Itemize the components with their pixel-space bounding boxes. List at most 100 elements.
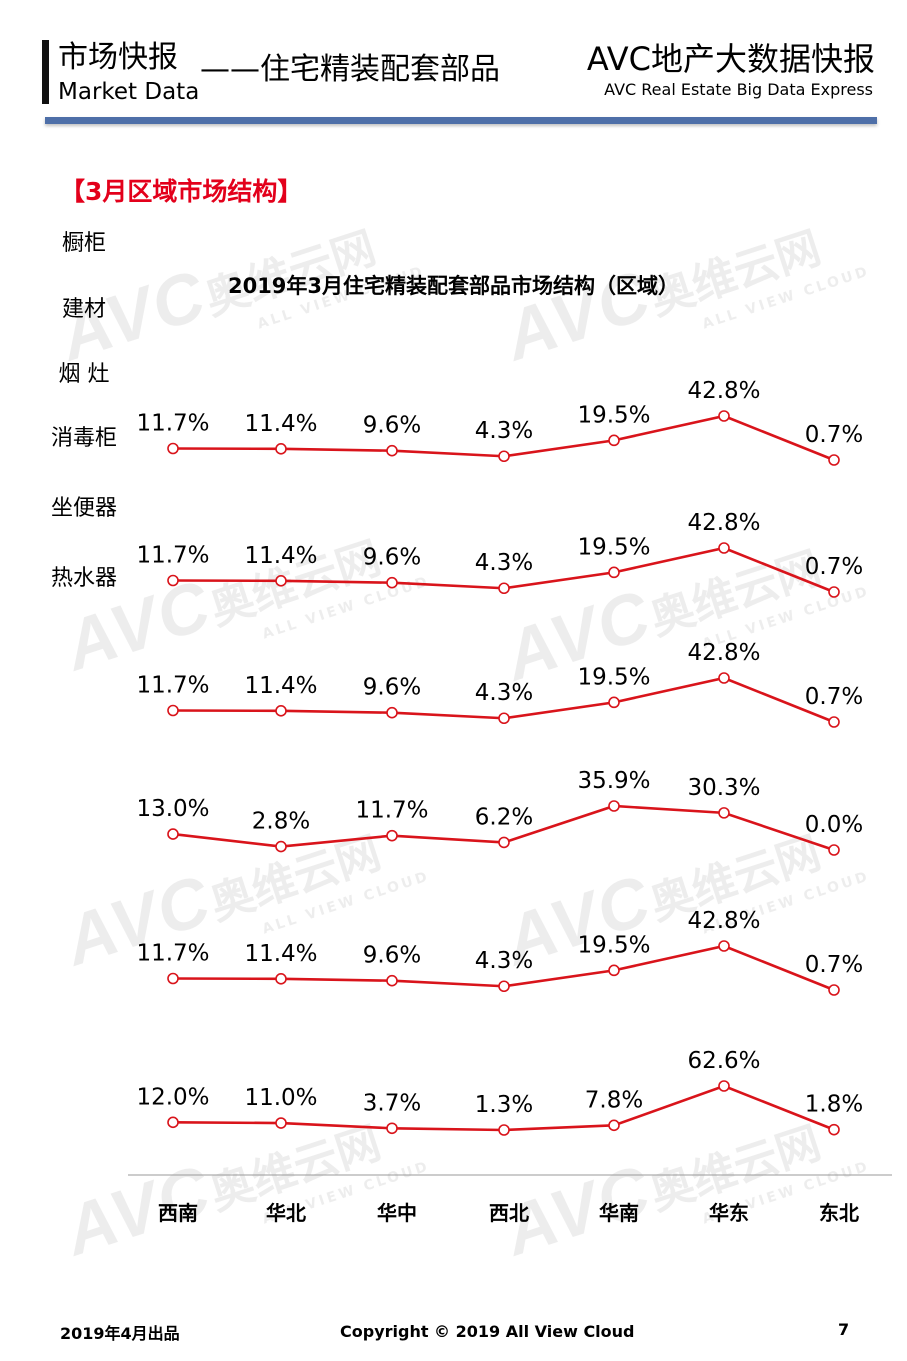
data-label: 11.7% [355,798,428,824]
data-point [828,454,840,466]
data-point [167,574,179,587]
data-label: 42.8% [687,908,760,934]
x-tick-label: 华北 [266,1201,306,1225]
data-label: 0.0% [805,812,863,838]
data-label: 0.7% [805,952,863,978]
header-title-en: Market Data [58,79,200,105]
data-point [275,840,287,853]
data-label: 11.7% [136,941,209,967]
data-label: 9.6% [363,675,421,701]
data-label: 3.7% [363,1090,421,1116]
data-point [608,964,620,977]
data-point [386,706,398,719]
data-point [498,1124,510,1136]
data-point [498,836,510,849]
data-point [828,1123,840,1136]
footer-date: 2019年4月出品 [60,1324,180,1343]
data-label: 19.5% [577,932,650,958]
data-point [828,844,840,856]
data-label: 4.3% [475,550,533,576]
data-point [828,984,840,996]
data-point [718,542,730,554]
data-point [498,450,510,463]
data-label: 11.0% [244,1085,317,1111]
data-point [718,1080,730,1092]
data-label: 11.4% [244,673,317,699]
data-label: 4.3% [475,418,533,444]
chart-title: 2019年3月住宅精装配套部品市场结构（区域） [227,274,680,298]
data-label: 11.7% [136,543,209,569]
data-label: 4.3% [475,680,533,706]
data-label: 19.5% [577,534,650,560]
data-point [608,696,620,709]
data-label: 11.7% [136,411,209,437]
series-label: 消毒柜 [51,426,117,451]
data-point [167,828,179,840]
data-point [498,582,510,595]
data-label: 7.8% [585,1087,643,1113]
data-point [718,940,730,952]
data-point [275,443,287,455]
data-point [828,716,840,728]
header-divider [45,117,877,124]
header-subject: ——住宅精装配套部品 [200,52,500,87]
data-point [608,434,620,447]
data-label: 19.5% [577,402,650,428]
data-label: 35.9% [577,768,650,794]
data-label: 13.0% [136,796,209,822]
data-point [167,1116,179,1129]
data-point [275,575,287,587]
data-label: 2.8% [252,809,310,835]
data-label: 4.3% [475,948,533,974]
data-label: 9.6% [363,413,421,439]
header-brand-subtitle: AVC Real Estate Big Data Express [604,80,873,99]
data-point [718,410,730,422]
data-point [608,566,620,579]
x-tick-label: 西南 [158,1201,198,1225]
data-point [718,807,730,819]
x-tick-label: 华中 [377,1201,417,1225]
header-title-cn: 市场快报 [58,40,178,75]
data-label: 42.8% [687,640,760,666]
data-point [386,829,398,842]
data-point [167,442,179,455]
data-label: 30.3% [687,775,760,801]
data-label: 1.3% [475,1092,533,1118]
data-label: 11.4% [244,941,317,967]
series-label: 热水器 [51,566,117,591]
data-point [498,980,510,993]
data-point [275,973,287,985]
data-point [386,576,398,589]
data-label: 11.4% [244,543,317,569]
data-label: 0.7% [805,684,863,710]
data-label: 1.8% [805,1092,863,1118]
data-label: 0.7% [805,554,863,580]
data-label: 62.6% [687,1048,760,1074]
section-title: 【3月区域市场结构】 [60,177,303,206]
data-label: 9.6% [363,545,421,571]
data-point [386,974,398,987]
header-brand: AVC地产大数据快报 [586,40,875,78]
data-point [608,800,620,812]
data-label: 0.7% [805,422,863,448]
header-accent-bar [42,40,49,104]
data-label: 12.0% [136,1084,209,1110]
data-point [275,705,287,717]
x-tick-label: 华南 [599,1201,639,1225]
data-label: 11.4% [244,411,317,437]
data-label: 42.8% [687,510,760,536]
series-label: 坐便器 [51,496,117,521]
x-tick-label: 华东 [709,1201,749,1225]
x-tick-label: 西北 [489,1201,529,1225]
x-tick-label: 东北 [819,1201,859,1225]
series-label: 橱柜 [62,231,106,256]
data-point [828,586,840,598]
data-label: 6.2% [475,804,533,830]
data-point [275,1117,287,1129]
data-point [718,672,730,684]
series-label: 建材 [62,297,106,322]
data-label: 9.6% [363,943,421,969]
data-point [386,444,398,457]
series-label: 烟 灶 [59,362,110,387]
